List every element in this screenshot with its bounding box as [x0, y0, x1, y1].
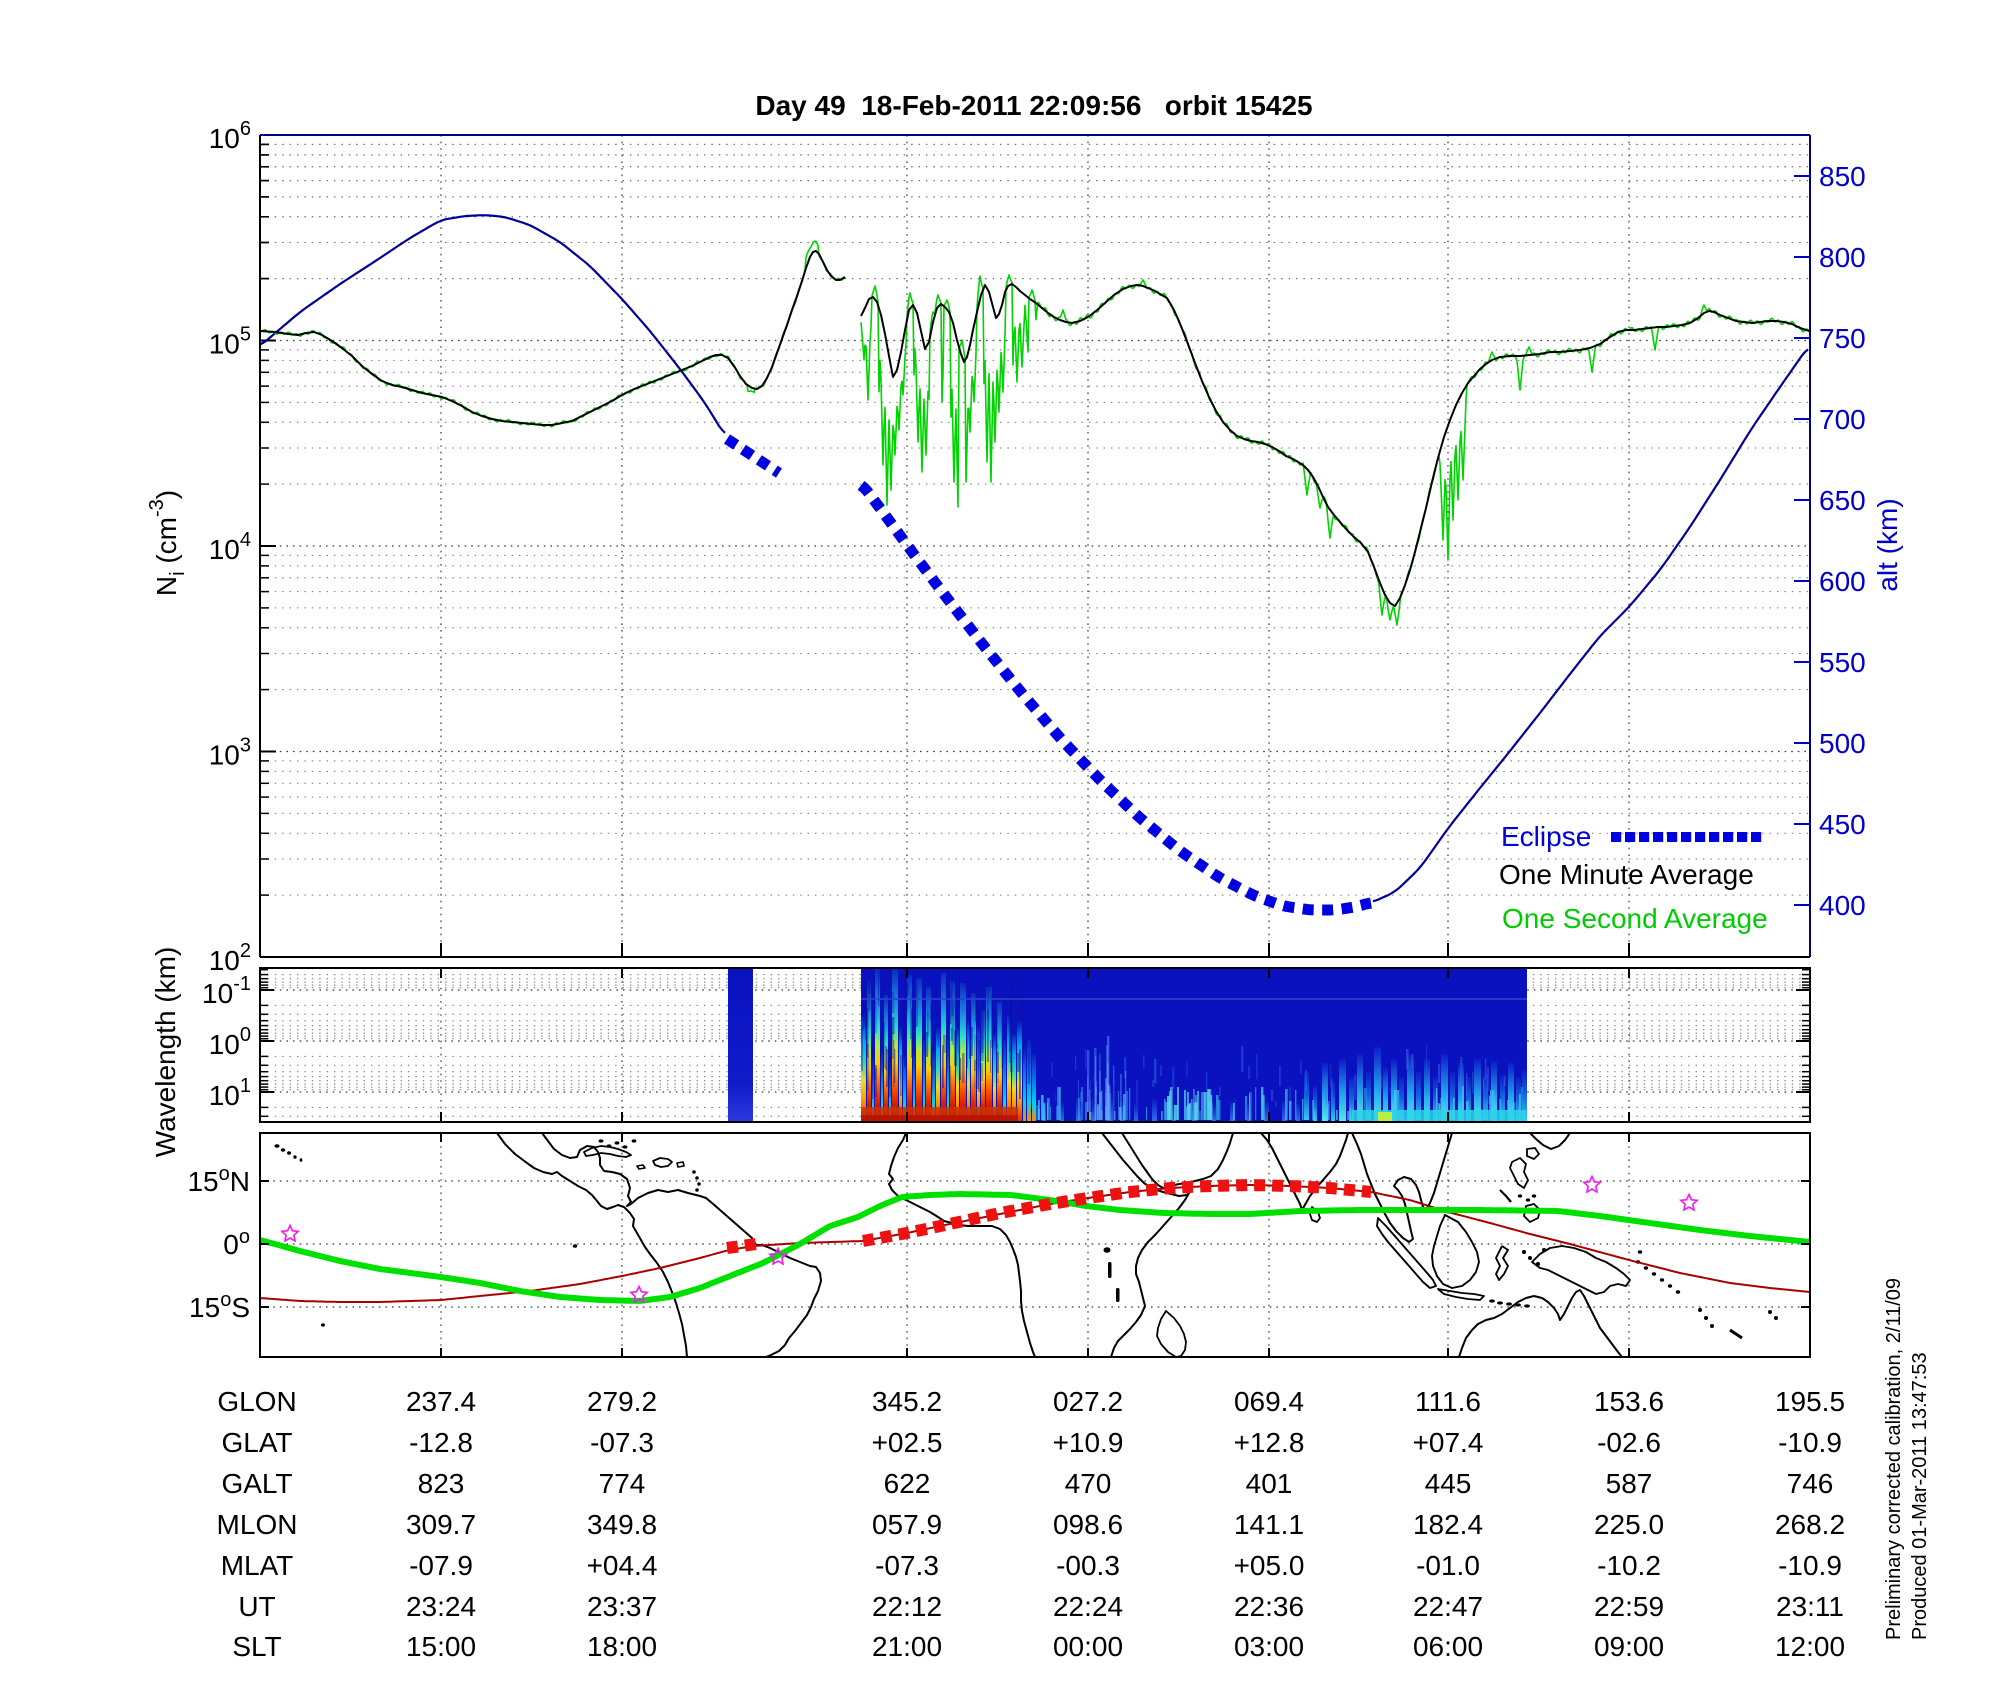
svg-text:195.5: 195.5 — [1775, 1386, 1845, 1417]
svg-text:One Second Average: One Second Average — [1502, 903, 1768, 934]
svg-text:+12.8: +12.8 — [1234, 1427, 1305, 1458]
svg-text:774: 774 — [599, 1468, 646, 1499]
svg-text:23:24: 23:24 — [406, 1591, 476, 1622]
svg-text:+07.4: +07.4 — [1413, 1427, 1484, 1458]
svg-text:alt (km): alt (km) — [1872, 498, 1903, 591]
svg-text:+10.9: +10.9 — [1053, 1427, 1124, 1458]
svg-text:470: 470 — [1065, 1468, 1112, 1499]
svg-text:-10.2: -10.2 — [1597, 1550, 1661, 1581]
svg-text:-12.8: -12.8 — [409, 1427, 473, 1458]
svg-text:-07.3: -07.3 — [590, 1427, 654, 1458]
svg-text:345.2: 345.2 — [872, 1386, 942, 1417]
svg-text:450: 450 — [1819, 809, 1866, 840]
svg-text:Day 49 18-Feb-2011 22:09:56: Day 49 18-Feb-2011 22:09:56 orbit 15425 — [755, 90, 1312, 121]
svg-text:237.4: 237.4 — [406, 1386, 476, 1417]
svg-text:153.6: 153.6 — [1594, 1386, 1664, 1417]
svg-text:823: 823 — [418, 1468, 465, 1499]
svg-text:-02.6: -02.6 — [1597, 1427, 1661, 1458]
svg-text:22:24: 22:24 — [1053, 1591, 1123, 1622]
svg-text:23:37: 23:37 — [587, 1591, 657, 1622]
svg-text:587: 587 — [1606, 1468, 1653, 1499]
svg-text:+05.0: +05.0 — [1234, 1550, 1305, 1581]
svg-text:182.4: 182.4 — [1413, 1509, 1483, 1540]
svg-text:23:11: 23:11 — [1776, 1591, 1844, 1622]
svg-text:111.6: 111.6 — [1415, 1386, 1481, 1417]
svg-text:800: 800 — [1819, 242, 1866, 273]
svg-text:098.6: 098.6 — [1053, 1509, 1123, 1540]
svg-text:+02.5: +02.5 — [872, 1427, 943, 1458]
svg-text:Produced 01-Mar-2011 13:47:53: Produced 01-Mar-2011 13:47:53 — [1909, 1352, 1931, 1640]
svg-text:550: 550 — [1819, 647, 1866, 678]
svg-text:03:00: 03:00 — [1234, 1631, 1304, 1662]
svg-text:746: 746 — [1787, 1468, 1834, 1499]
svg-text:MLON: MLON — [217, 1509, 298, 1540]
svg-text:09:00: 09:00 — [1594, 1631, 1664, 1662]
svg-text:600: 600 — [1819, 566, 1866, 597]
svg-text:GLAT: GLAT — [221, 1427, 292, 1458]
svg-text:279.2: 279.2 — [587, 1386, 657, 1417]
svg-text:-01.0: -01.0 — [1416, 1550, 1480, 1581]
svg-text:700: 700 — [1819, 404, 1866, 435]
svg-text:-07.9: -07.9 — [409, 1550, 473, 1581]
svg-text:400: 400 — [1819, 890, 1866, 921]
svg-text:12:00: 12:00 — [1775, 1631, 1845, 1662]
svg-text:141.1: 141.1 — [1234, 1509, 1304, 1540]
svg-text:225.0: 225.0 — [1594, 1509, 1664, 1540]
svg-text:-10.9: -10.9 — [1778, 1427, 1842, 1458]
svg-text:MLAT: MLAT — [221, 1550, 294, 1581]
svg-text:22:47: 22:47 — [1413, 1591, 1483, 1622]
svg-text:UT: UT — [238, 1591, 275, 1622]
svg-text:500: 500 — [1819, 728, 1866, 759]
svg-text:Eclipse: Eclipse — [1501, 821, 1591, 852]
svg-text:268.2: 268.2 — [1775, 1509, 1845, 1540]
svg-text:GALT: GALT — [221, 1468, 292, 1499]
svg-text:027.2: 027.2 — [1053, 1386, 1123, 1417]
svg-text:622: 622 — [884, 1468, 931, 1499]
svg-text:06:00: 06:00 — [1413, 1631, 1483, 1662]
svg-text:750: 750 — [1819, 323, 1866, 354]
svg-text:+04.4: +04.4 — [587, 1550, 658, 1581]
svg-text:-07.3: -07.3 — [875, 1550, 939, 1581]
svg-text:650: 650 — [1819, 485, 1866, 516]
svg-text:22:36: 22:36 — [1234, 1591, 1304, 1622]
svg-text:22:12: 22:12 — [872, 1591, 942, 1622]
svg-text:18:00: 18:00 — [587, 1631, 657, 1662]
svg-text:349.8: 349.8 — [587, 1509, 657, 1540]
svg-text:057.9: 057.9 — [872, 1509, 942, 1540]
svg-text:-00.3: -00.3 — [1056, 1550, 1120, 1581]
svg-text:00:00: 00:00 — [1053, 1631, 1123, 1662]
svg-text:GLON: GLON — [217, 1386, 296, 1417]
svg-text:22:59: 22:59 — [1594, 1591, 1664, 1622]
svg-text:15:00: 15:00 — [406, 1631, 476, 1662]
svg-text:445: 445 — [1425, 1468, 1472, 1499]
svg-text:SLT: SLT — [232, 1631, 281, 1662]
svg-text:Wavelength (km): Wavelength (km) — [150, 947, 181, 1158]
svg-text:104: 104 — [209, 529, 251, 565]
svg-text:401: 401 — [1246, 1468, 1293, 1499]
svg-text:Preliminary corrected calibrat: Preliminary corrected calibration, 2/11/… — [1883, 1278, 1905, 1640]
svg-text:0o: 0o — [223, 1226, 250, 1260]
svg-text:850: 850 — [1819, 161, 1866, 192]
svg-text:-10.9: -10.9 — [1778, 1550, 1842, 1581]
svg-text:15oS: 15oS — [189, 1289, 250, 1323]
svg-text:309.7: 309.7 — [406, 1509, 476, 1540]
svg-text:069.4: 069.4 — [1234, 1386, 1304, 1417]
svg-text:One Minute Average: One Minute Average — [1499, 859, 1754, 890]
svg-text:21:00: 21:00 — [872, 1631, 942, 1662]
